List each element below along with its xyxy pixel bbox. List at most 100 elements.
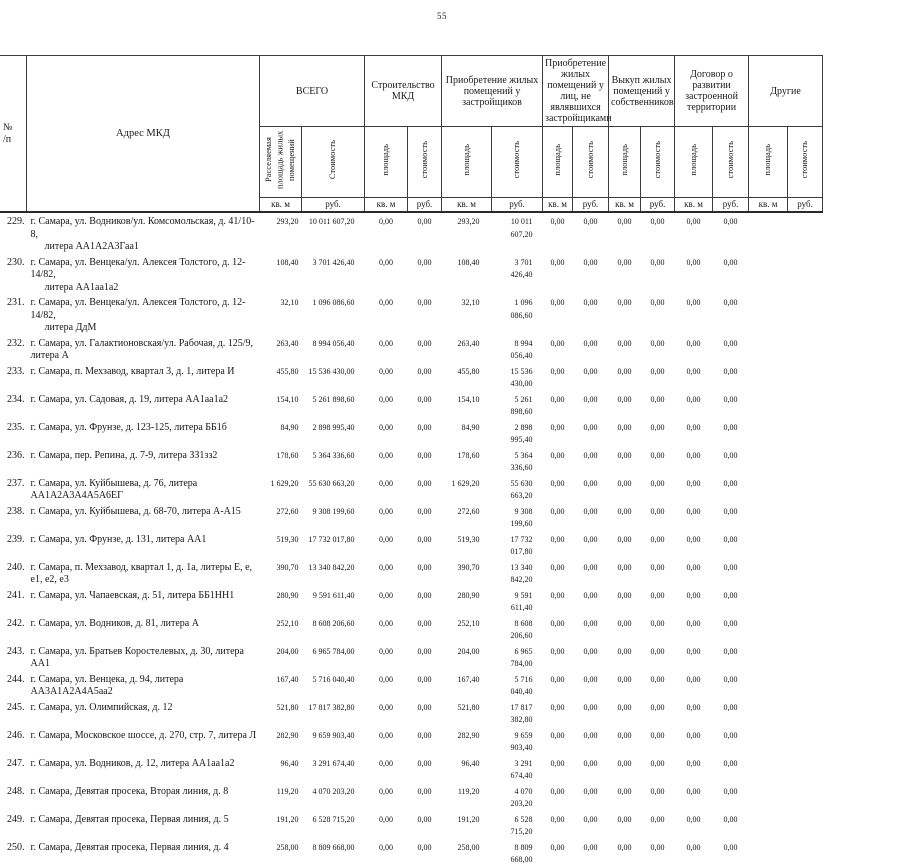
- value-cell: 0,00: [650, 366, 665, 376]
- value-cell: [788, 755, 823, 783]
- unit-label: руб.: [300, 197, 366, 213]
- value-cell: 0,00: [417, 298, 432, 307]
- value-cell: 0,00: [617, 814, 632, 824]
- value-cell: 390,70: [276, 562, 299, 572]
- address-cell: г. Самара, ул. Галактионовская/ул. Рабоч…: [27, 335, 260, 363]
- value-cell: [749, 391, 788, 419]
- value-cell: 272,60: [276, 506, 299, 516]
- value-cell: [788, 419, 823, 447]
- address-cell: г. Самара, ул. Венцека/ул. Алексея Толст…: [27, 294, 260, 335]
- value-cell: 0,00: [379, 674, 394, 684]
- value-cell: 0,00: [550, 562, 565, 572]
- value-cell: 0,00: [417, 842, 432, 852]
- value-cell: [788, 531, 823, 559]
- table-row: 234. г. Самара, ул. Садовая, д. 19, литер…: [0, 391, 823, 419]
- value-cell: 0,00: [617, 842, 632, 852]
- address-cell: г. Самара, ул. Братьев Коростелевых, д. …: [27, 643, 260, 671]
- value-cell: 282,90: [276, 730, 299, 740]
- value-cell: [788, 212, 823, 254]
- value-cell: 0,00: [417, 674, 432, 684]
- value-cell: 0,00: [617, 562, 632, 572]
- row-number: 250.: [7, 841, 25, 853]
- value-cell: 0,00: [723, 590, 738, 600]
- value-cell: 15 536 430,00: [308, 366, 355, 376]
- value-cell: 0,00: [650, 758, 665, 768]
- value-cell: 0,00: [650, 674, 665, 684]
- value-cell: 0,00: [550, 646, 565, 656]
- value-cell: 0,00: [650, 562, 665, 572]
- address-line: г. Самара, ул. Водников, д. 12, литера А…: [30, 757, 235, 769]
- address-cell: г. Самара, ул. Венцека, д. 94, литера АА…: [27, 671, 260, 699]
- value-cell: 0,00: [617, 758, 632, 768]
- address-cell: г. Самара, п. Мехзавод, квартал 3, д. 1,…: [27, 363, 260, 391]
- value-cell: [788, 671, 823, 699]
- value-cell: 0,00: [550, 786, 565, 796]
- value-cell: 10 011 607,20: [308, 217, 355, 226]
- value-cell: 252,10: [457, 618, 480, 628]
- address-cell: г. Самара, ул. Венцека/ул. Алексея Толст…: [27, 254, 260, 295]
- value-cell: 0,00: [550, 758, 565, 768]
- value-cell: 0,00: [650, 618, 665, 628]
- value-cell: 8 608 206,60: [312, 618, 355, 628]
- value-cell: 0,00: [583, 674, 598, 684]
- value-cell: [788, 783, 823, 811]
- subheader-construction-cost: стоимость: [407, 126, 443, 198]
- value-cell: 8 608 206,60: [510, 618, 533, 641]
- row-number: 246.: [7, 729, 25, 741]
- value-cell: 0,00: [417, 478, 432, 488]
- value-cell: 167,40: [276, 674, 299, 684]
- value-cell: 0,00: [417, 217, 432, 226]
- row-number: 242.: [7, 617, 25, 629]
- value-cell: [749, 212, 788, 254]
- value-cell: 0,00: [723, 298, 738, 307]
- value-cell: [788, 254, 823, 295]
- value-cell: 0,00: [617, 394, 632, 404]
- value-cell: 0,00: [650, 450, 665, 460]
- value-cell: 0,00: [379, 338, 394, 348]
- unit-label: кв. м: [608, 197, 642, 213]
- address-line: г. Самара, п. Мехзавод, квартал 3, д. 1,…: [30, 365, 235, 377]
- value-cell: 0,00: [650, 590, 665, 600]
- table-row: 231. г. Самара, ул. Венцека/ул. Алексея Т…: [0, 294, 823, 335]
- subheader-other-area: площадь: [748, 126, 789, 198]
- value-cell: 0,00: [379, 422, 394, 432]
- value-cell: 0,00: [379, 257, 394, 267]
- value-cell: 0,00: [417, 534, 432, 544]
- group-header-development-agreement: Договор о развитии застроенной территори…: [674, 55, 750, 127]
- value-cell: 0,00: [723, 730, 738, 740]
- value-cell: 0,00: [550, 394, 565, 404]
- value-cell: 258,00: [276, 842, 299, 852]
- address-line: литера АА1аа1а2: [44, 281, 119, 293]
- value-cell: 0,00: [583, 786, 598, 796]
- unit-label: кв. м: [542, 197, 574, 213]
- value-cell: 0,00: [686, 422, 701, 432]
- value-cell: 0,00: [650, 298, 665, 307]
- value-cell: [749, 671, 788, 699]
- value-cell: 178,60: [276, 450, 299, 460]
- table-row: 237. г. Самара, ул. Куйбышева, д. 76, лит…: [0, 475, 823, 503]
- value-cell: 0,00: [379, 450, 394, 460]
- value-cell: 0,00: [379, 814, 394, 824]
- num-header-line2: /п: [3, 133, 12, 145]
- value-cell: 0,00: [417, 450, 432, 460]
- address-line: г. Самара, ул. Фрунзе, д. 131, литера АА…: [30, 533, 207, 545]
- value-cell: 0,00: [723, 562, 738, 572]
- value-cell: 10 011 607,20: [510, 217, 533, 239]
- value-cell: 0,00: [650, 478, 665, 488]
- column-header-address: Адрес МКД: [26, 55, 260, 213]
- value-cell: 0,00: [417, 758, 432, 768]
- value-cell: 0,00: [723, 534, 738, 544]
- group-header-construction: Строительство МКД: [364, 55, 443, 127]
- value-cell: 0,00: [583, 506, 598, 516]
- value-cell: [749, 587, 788, 615]
- value-cell: 0,00: [686, 786, 701, 796]
- value-cell: 0,00: [650, 702, 665, 712]
- value-cell: [749, 811, 788, 839]
- table-row: 248. г. Самара, Девятая просека, Вторая л…: [0, 783, 823, 811]
- value-cell: 8 809 668,00: [510, 842, 533, 865]
- value-cell: [788, 587, 823, 615]
- subheader-other-cost: стоимость: [787, 126, 824, 198]
- value-cell: 0,00: [583, 422, 598, 432]
- value-cell: 119,20: [276, 786, 299, 796]
- table-row: 244. г. Самара, ул. Венцека, д. 94, литер…: [0, 671, 823, 699]
